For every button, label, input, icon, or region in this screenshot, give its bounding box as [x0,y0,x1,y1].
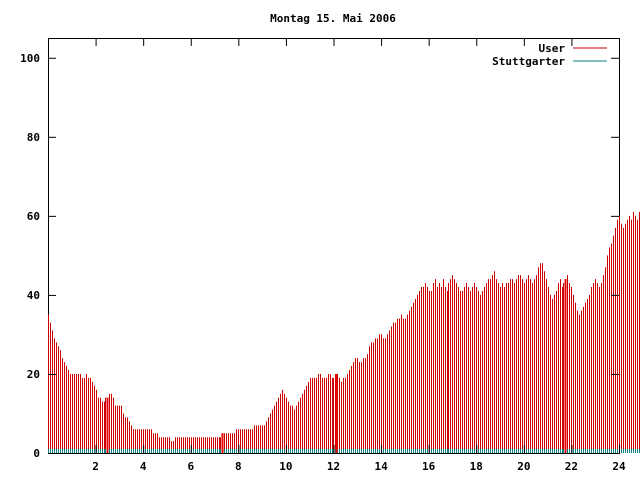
x-tick-label: 24 [612,460,626,473]
x-tick-label: 20 [517,460,530,473]
chart-title: Montag 15. Mai 2006 [270,12,396,25]
series-stuttgarter [48,449,640,453]
series-user [48,211,640,453]
legend: User Stuttgarter [492,42,607,68]
y-tick-label: 0 [33,447,40,460]
x-tick-label: 22 [565,460,578,473]
y-tick-label: 60 [27,210,40,223]
legend-label-user: User [539,42,566,55]
x-tick-label: 14 [374,460,388,473]
x-tick-label: 6 [187,460,194,473]
x-tick-label: 10 [279,460,292,473]
x-tick-label: 18 [470,460,483,473]
x-tick-label: 2 [92,460,99,473]
series-layer [48,211,640,453]
x-tick-label: 4 [140,460,147,473]
x-tick-label: 8 [235,460,242,473]
legend-label-stuttgarter: Stuttgarter [492,55,565,68]
x-tick-label: 16 [422,460,436,473]
x-tick-label: 12 [327,460,340,473]
y-tick-label: 20 [27,368,40,381]
y-tick-label: 40 [27,289,40,302]
y-tick-label: 100 [20,52,40,65]
y-tick-label: 80 [27,131,40,144]
